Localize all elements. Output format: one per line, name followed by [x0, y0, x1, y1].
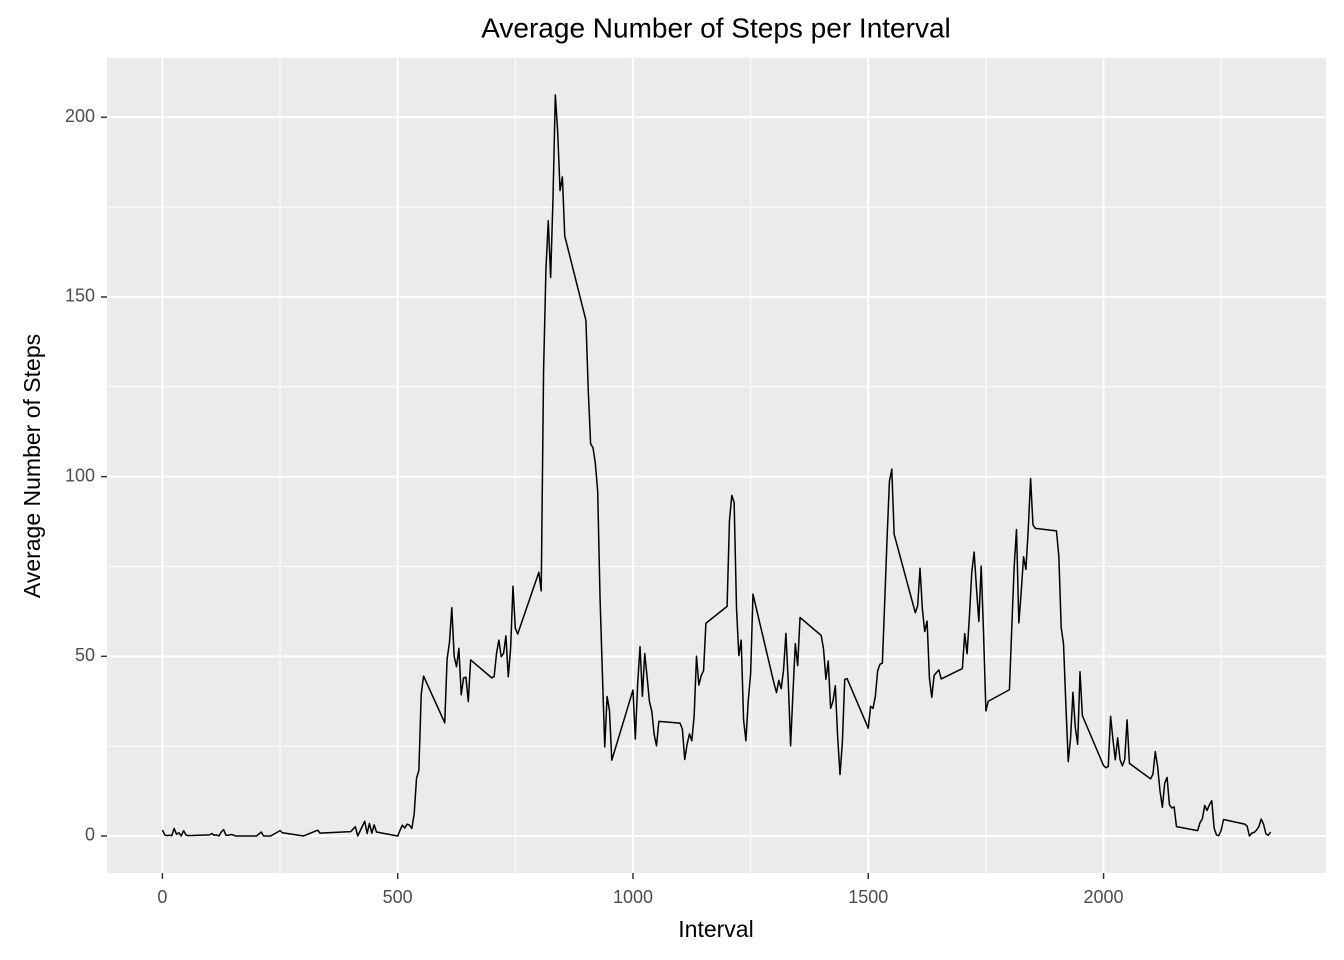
x-tick-label: 2000: [1084, 887, 1124, 907]
y-tick-label: 200: [65, 106, 95, 126]
x-tick-label: 1000: [613, 887, 653, 907]
y-tick-label: 100: [65, 465, 95, 485]
y-axis-title: Average Number of Steps: [19, 334, 45, 598]
x-axis-title: Interval: [678, 916, 753, 942]
y-tick-label: 50: [75, 645, 95, 665]
y-tick-label: 0: [85, 825, 95, 845]
y-tick-label: 150: [65, 286, 95, 306]
x-tick-label: 0: [157, 887, 167, 907]
x-tick-label: 1500: [848, 887, 888, 907]
line: [161, 94, 1272, 837]
chart-title: Average Number of Steps per Interval: [481, 12, 951, 43]
x-tick-label: 500: [383, 887, 413, 907]
plot-background: [107, 58, 1326, 873]
